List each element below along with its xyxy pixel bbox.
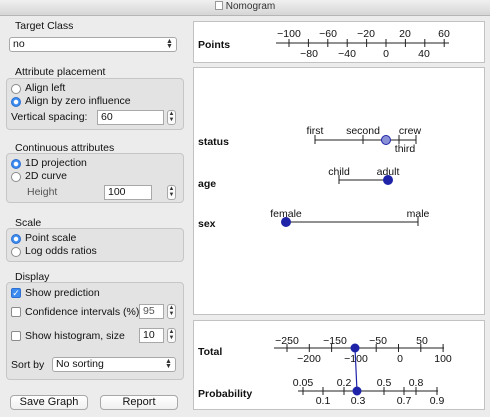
attributes-panel: status age sex first second crew third c… [193,67,485,315]
status-level-label: crew [399,125,422,137]
probability-label: Probability [198,388,253,400]
attribute-placement-group [6,78,184,130]
prediction-connector [354,347,358,392]
total-tick-label: −200 [297,353,321,365]
1d-projection-label: 1D projection [25,157,87,169]
status-level-label: first [307,125,324,137]
points-label: Points [198,39,231,51]
probability-tick-label: 0.8 [409,377,424,389]
align-left-label: Align left [25,82,66,94]
show-histogram-checkbox[interactable] [11,331,21,341]
chevron-updown-icon: ▲ ▼ [165,358,172,370]
confidence-stepper[interactable]: ▲ ▼ [167,304,176,319]
height-stepper[interactable]: ▲ ▼ [167,185,176,200]
target-class-combo[interactable]: no ▲ ▼ [9,37,177,52]
points-tick-label: −20 [357,28,375,40]
continuous-attributes-group [6,153,184,203]
report-button[interactable]: Report [100,395,178,410]
probability-tick-label: 0.1 [316,395,331,407]
total-label: Total [198,346,223,358]
total-tick-label: −50 [369,335,387,347]
total-tick-label: −250 [275,335,299,347]
prediction-panel: Total Probability −250 −150 −50 50 −200 … [193,320,485,410]
points-tick-label: 0 [383,48,389,60]
window-title-wrap: Nomogram [0,1,490,12]
points-tick-label: 60 [438,28,450,40]
sort-by-combo[interactable]: No sorting ▲ ▼ [52,357,176,372]
vertical-spacing-input[interactable]: 60 [97,110,164,125]
total-tick-label: 50 [416,335,428,347]
attribute-name-status: status [198,136,229,148]
probability-tick-label: 0.2 [337,377,352,389]
points-tick-label: −40 [338,48,356,60]
vertical-spacing-stepper[interactable]: ▲ ▼ [167,110,176,125]
confidence-intervals-label: Confidence intervals (%): [25,306,143,318]
points-tick-label: −60 [319,28,337,40]
2d-curve-label: 2D curve [25,170,68,182]
probability-tick-label: 0.05 [293,377,314,389]
points-tick-label: 40 [418,48,430,60]
probability-tick-label: 0.9 [430,395,445,407]
2d-curve-radio[interactable] [11,172,21,182]
target-class-label: Target Class [15,20,74,32]
probability-tick-label: 0.5 [377,377,392,389]
point-scale-label: Point scale [25,232,77,244]
attribute-name-age: age [198,178,217,190]
probability-marker [352,386,362,396]
sex-level-label: female [270,208,302,220]
attribute-placement-label: Attribute placement [15,66,106,78]
confidence-input[interactable]: 95 [139,304,164,319]
points-tick-label: −100 [277,28,301,40]
document-icon [214,1,223,10]
save-graph-button[interactable]: Save Graph [10,395,88,410]
log-odds-label: Log odds ratios [25,245,97,257]
sex-level-label: male [407,208,430,220]
total-tick-label: 0 [397,353,403,365]
1d-projection-radio[interactable] [11,159,21,169]
age-marker [383,175,393,185]
align-zero-radio[interactable] [11,97,21,107]
age-level-label: child [328,166,350,178]
sort-by-value: No sorting [56,358,104,370]
points-axis-panel: Points −100 −60 −20 20 60 −80 −40 0 40 [193,21,485,63]
points-tick-label: −80 [300,48,318,60]
target-class-value: no [13,38,25,50]
histogram-size-input[interactable]: 10 [139,328,164,343]
chevron-updown-icon: ▲ ▼ [166,38,173,50]
status-level-label: second [346,125,380,137]
vertical-spacing-label: Vertical spacing: [11,111,88,123]
continuous-attributes-label: Continuous attributes [15,142,115,154]
height-input[interactable]: 100 [104,185,152,200]
probability-tick-label: 0.3 [351,395,366,407]
points-tick-label: 20 [399,28,411,40]
sort-by-label: Sort by [11,359,45,371]
total-marker [350,343,360,353]
histogram-size-stepper[interactable]: ▲ ▼ [167,328,176,343]
show-histogram-label: Show histogram, size [25,330,125,342]
scale-group [6,228,184,262]
total-tick-label: −150 [323,335,347,347]
confidence-intervals-checkbox[interactable] [11,307,21,317]
show-prediction-label: Show prediction [25,287,100,299]
title-bar: Nomogram [0,0,490,16]
age-level-label: adult [377,166,400,178]
status-level-label: third [395,143,416,155]
show-prediction-checkbox[interactable]: ✓ [11,288,21,298]
points-axis: −100 −60 −20 20 60 −80 −40 0 40 [276,28,450,60]
status-marker [381,135,391,145]
attribute-name-sex: sex [198,218,216,230]
align-left-radio[interactable] [11,84,21,94]
point-scale-radio[interactable] [11,234,21,244]
attributes-nomogram: first second crew third child adult fema… [270,125,430,227]
total-tick-label: 100 [434,353,452,365]
scale-label: Scale [15,217,42,229]
probability-tick-label: 0.7 [397,395,412,407]
log-odds-radio[interactable] [11,247,21,257]
window-title: Nomogram [225,1,276,12]
sex-marker [281,217,291,227]
prediction-axes: −250 −150 −50 50 −200 −100 0 100 0.05 0.… [274,335,452,407]
display-label: Display [15,271,50,283]
height-label: Height [27,186,58,198]
align-zero-label: Align by zero influence [25,95,131,107]
